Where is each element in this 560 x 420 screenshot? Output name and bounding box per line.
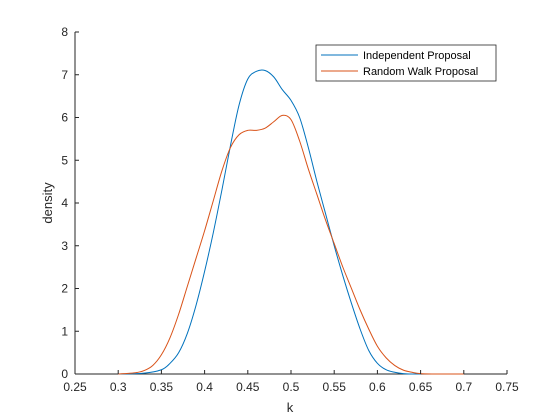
legend-box <box>315 44 497 82</box>
y-tick-label: 4 <box>61 196 68 210</box>
x-tick-label: 0.75 <box>495 380 519 394</box>
y-tick-label: 0 <box>61 367 68 381</box>
plot-frame <box>74 32 507 375</box>
axis-ticks: 0.25 0.3 0.35 0.4 0.45 0.5 0.55 0.6 0.65 0.7 0.75 0… <box>61 25 519 394</box>
x-tick-label: 0.7 <box>455 380 472 394</box>
y-tick-label: 1 <box>61 324 68 338</box>
y-tick-label: 7 <box>61 68 68 82</box>
y-tick-label: 6 <box>61 111 68 125</box>
y-tick-label: 8 <box>61 25 68 39</box>
y-axis-label: density <box>40 182 55 224</box>
x-tick-label: 0.3 <box>110 380 127 394</box>
x-tick-label: 0.5 <box>283 380 300 394</box>
y-tick-label: 5 <box>61 153 68 167</box>
series-line-random-walk-proposal <box>118 114 464 375</box>
series-line-independent-proposal <box>118 69 421 375</box>
y-tick-label: 2 <box>61 282 68 296</box>
x-tick-label: 0.25 <box>63 380 87 394</box>
x-axis-label: k <box>287 400 294 415</box>
legend-entry: Random Walk Proposal <box>363 66 478 78</box>
x-tick-label: 0.6 <box>369 380 386 394</box>
legend-entry: Independent Proposal <box>363 50 471 62</box>
x-tick-label: 0.4 <box>196 380 213 394</box>
x-tick-label: 0.45 <box>236 380 260 394</box>
legend: Independent Proposal Random Walk Proposal <box>315 44 497 82</box>
x-tick-label: 0.65 <box>409 380 433 394</box>
x-tick-label: 0.35 <box>150 380 174 394</box>
y-tick-label: 3 <box>61 239 68 253</box>
x-tick-label: 0.55 <box>323 380 347 394</box>
series-layer <box>118 69 464 375</box>
